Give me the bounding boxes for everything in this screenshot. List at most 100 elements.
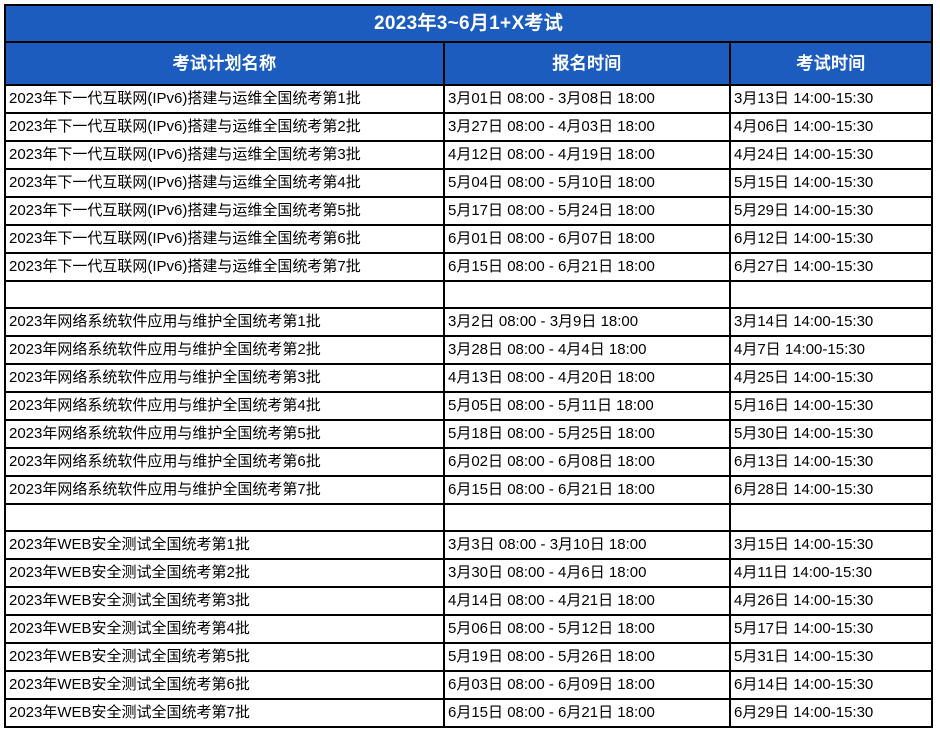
cell-exam_time: 4月7日 14:00-15:30	[728, 335, 934, 365]
table-row[interactable]: 2023年下一代互联网(IPv6)搭建与运维全国统考第2批 3月27日 08:00…	[4, 112, 934, 142]
cell-plan_name: 2023年下一代互联网(IPv6)搭建与运维全国统考第1批	[4, 84, 445, 114]
cell-signup_time: 5月06日 08:00 - 5月12日 18:00	[443, 614, 731, 644]
exam-schedule-sheet: 2023年3~6月1+X考试 考试计划名称 报名时间 考试时间 2023年下一代…	[3, 4, 934, 728]
column-header-plan-name[interactable]: 考试计划名称	[4, 41, 445, 86]
cell-exam_time: 6月13日 14:00-15:30	[728, 447, 934, 477]
group-separator-cell-plan_name	[4, 503, 445, 532]
cell-signup_time: 5月05日 08:00 - 5月11日 18:00	[443, 391, 731, 421]
cell-signup_time: 3月2日 08:00 - 3月9日 18:00	[443, 307, 731, 337]
cell-exam_time: 5月15日 14:00-15:30	[728, 168, 934, 198]
cell-signup_time: 3月3日 08:00 - 3月10日 18:00	[443, 530, 731, 560]
group-separator-cell-plan_name	[4, 280, 445, 309]
cell-plan_name: 2023年WEB安全测试全国统考第5批	[4, 642, 445, 672]
group-separator-cell-exam_time	[728, 280, 934, 309]
cell-exam_time: 5月29日 14:00-15:30	[728, 196, 934, 226]
cell-plan_name: 2023年下一代互联网(IPv6)搭建与运维全国统考第6批	[4, 224, 445, 254]
cell-exam_time: 4月11日 14:00-15:30	[728, 558, 934, 588]
cell-signup_time: 4月13日 08:00 - 4月20日 18:00	[443, 363, 731, 393]
cell-plan_name: 2023年WEB安全测试全国统考第6批	[4, 670, 445, 700]
table-row[interactable]: 2023年网络系统软件应用与维护全国统考第7批 6月15日 08:00 - 6月2…	[4, 475, 934, 505]
cell-plan_name: 2023年网络系统软件应用与维护全国统考第3批	[4, 363, 445, 393]
table-row[interactable]: 2023年网络系统软件应用与维护全国统考第5批 5月18日 08:00 - 5月2…	[4, 419, 934, 449]
cell-plan_name: 2023年网络系统软件应用与维护全国统考第4批	[4, 391, 445, 421]
table-row[interactable]: 2023年下一代互联网(IPv6)搭建与运维全国统考第3批 4月12日 08:00…	[4, 140, 934, 170]
cell-exam_time: 6月12日 14:00-15:30	[728, 224, 934, 254]
cell-exam_time: 3月15日 14:00-15:30	[728, 530, 934, 560]
table-row[interactable]: 2023年网络系统软件应用与维护全国统考第3批 4月13日 08:00 - 4月2…	[4, 363, 934, 393]
table-row[interactable]: 2023年下一代互联网(IPv6)搭建与运维全国统考第4批 5月04日 08:00…	[4, 168, 934, 198]
table-row[interactable]: 2023年网络系统软件应用与维护全国统考第6批 6月02日 08:00 - 6月0…	[4, 447, 934, 477]
cell-signup_time: 6月03日 08:00 - 6月09日 18:00	[443, 670, 731, 700]
cell-exam_time: 5月30日 14:00-15:30	[728, 419, 934, 449]
table-row[interactable]: 2023年WEB安全测试全国统考第6批 6月03日 08:00 - 6月09日 1…	[4, 670, 934, 700]
cell-exam_time: 4月24日 14:00-15:30	[728, 140, 934, 170]
cell-signup_time: 5月17日 08:00 - 5月24日 18:00	[443, 196, 731, 226]
cell-exam_time: 6月27日 14:00-15:30	[728, 252, 934, 282]
table-row[interactable]: 2023年WEB安全测试全国统考第7批 6月15日 08:00 - 6月21日 1…	[4, 698, 934, 728]
cell-exam_time: 4月06日 14:00-15:30	[728, 112, 934, 142]
table-row[interactable]: 2023年WEB安全测试全国统考第3批 4月14日 08:00 - 4月21日 1…	[4, 586, 934, 616]
table-row[interactable]: 2023年下一代互联网(IPv6)搭建与运维全国统考第1批 3月01日 08:00…	[4, 84, 934, 114]
table-row[interactable]: 2023年下一代互联网(IPv6)搭建与运维全国统考第6批 6月01日 08:00…	[4, 224, 934, 254]
cell-plan_name: 2023年下一代互联网(IPv6)搭建与运维全国统考第7批	[4, 252, 445, 282]
cell-exam_time: 3月14日 14:00-15:30	[728, 307, 934, 337]
cell-signup_time: 6月02日 08:00 - 6月08日 18:00	[443, 447, 731, 477]
group-separator-cell-signup_time	[443, 503, 731, 532]
cell-plan_name: 2023年WEB安全测试全国统考第7批	[4, 698, 445, 728]
group-separator-cell-exam_time	[728, 503, 934, 532]
cell-signup_time: 3月27日 08:00 - 4月03日 18:00	[443, 112, 731, 142]
cell-plan_name: 2023年下一代互联网(IPv6)搭建与运维全国统考第3批	[4, 140, 445, 170]
cell-exam_time: 4月26日 14:00-15:30	[728, 586, 934, 616]
cell-signup_time: 3月28日 08:00 - 4月4日 18:00	[443, 335, 731, 365]
cell-signup_time: 6月15日 08:00 - 6月21日 18:00	[443, 698, 731, 728]
group-separator-cell-signup_time	[443, 280, 731, 309]
table-row[interactable]: 2023年WEB安全测试全国统考第5批 5月19日 08:00 - 5月26日 1…	[4, 642, 934, 672]
cell-exam_time: 4月25日 14:00-15:30	[728, 363, 934, 393]
cell-plan_name: 2023年网络系统软件应用与维护全国统考第1批	[4, 307, 445, 337]
exam-schedule-table: 2023年3~6月1+X考试 考试计划名称 报名时间 考试时间 2023年下一代…	[3, 4, 934, 728]
cell-signup_time: 5月04日 08:00 - 5月10日 18:00	[443, 168, 731, 198]
table-title-row: 2023年3~6月1+X考试	[3, 4, 934, 43]
cell-plan_name: 2023年WEB安全测试全国统考第3批	[4, 586, 445, 616]
table-body: 2023年下一代互联网(IPv6)搭建与运维全国统考第1批 3月01日 08:00…	[4, 84, 934, 728]
table-row[interactable]: 2023年网络系统软件应用与维护全国统考第1批 3月2日 08:00 - 3月9日…	[4, 307, 934, 337]
cell-exam_time: 3月13日 14:00-15:30	[728, 84, 934, 114]
table-row[interactable]: 2023年网络系统软件应用与维护全国统考第4批 5月05日 08:00 - 5月1…	[4, 391, 934, 421]
cell-plan_name: 2023年网络系统软件应用与维护全国统考第6批	[4, 447, 445, 477]
cell-signup_time: 6月15日 08:00 - 6月21日 18:00	[443, 252, 731, 282]
cell-signup_time: 5月19日 08:00 - 5月26日 18:00	[443, 642, 731, 672]
cell-exam_time: 6月28日 14:00-15:30	[728, 475, 934, 505]
cell-plan_name: 2023年下一代互联网(IPv6)搭建与运维全国统考第4批	[4, 168, 445, 198]
table-row[interactable]: 2023年WEB安全测试全国统考第1批 3月3日 08:00 - 3月10日 18…	[4, 530, 934, 560]
column-header-signup-time[interactable]: 报名时间	[443, 41, 731, 86]
cell-plan_name: 2023年WEB安全测试全国统考第4批	[4, 614, 445, 644]
cell-exam_time: 5月31日 14:00-15:30	[728, 642, 934, 672]
cell-plan_name: 2023年网络系统软件应用与维护全国统考第2批	[4, 335, 445, 365]
table-row[interactable]: 2023年下一代互联网(IPv6)搭建与运维全国统考第5批 5月17日 08:00…	[4, 196, 934, 226]
cell-signup_time: 3月01日 08:00 - 3月08日 18:00	[443, 84, 731, 114]
cell-signup_time: 6月01日 08:00 - 6月07日 18:00	[443, 224, 731, 254]
table-row[interactable]: 2023年下一代互联网(IPv6)搭建与运维全国统考第7批 6月15日 08:00…	[4, 252, 934, 282]
cell-signup_time: 5月18日 08:00 - 5月25日 18:00	[443, 419, 731, 449]
cell-signup_time: 6月15日 08:00 - 6月21日 18:00	[443, 475, 731, 505]
cell-signup_time: 4月12日 08:00 - 4月19日 18:00	[443, 140, 731, 170]
table-row[interactable]: 2023年网络系统软件应用与维护全国统考第2批 3月28日 08:00 - 4月4…	[4, 335, 934, 365]
table-row[interactable]: 2023年WEB安全测试全国统考第4批 5月06日 08:00 - 5月12日 1…	[4, 614, 934, 644]
table-column-header-row: 考试计划名称 报名时间 考试时间	[4, 41, 934, 86]
cell-exam_time: 6月29日 14:00-15:30	[728, 698, 934, 728]
table-header: 2023年3~6月1+X考试 考试计划名称 报名时间 考试时间	[3, 4, 934, 86]
cell-plan_name: 2023年下一代互联网(IPv6)搭建与运维全国统考第5批	[4, 196, 445, 226]
page-title: 2023年3~6月1+X考试	[3, 4, 934, 43]
cell-plan_name: 2023年网络系统软件应用与维护全国统考第5批	[4, 419, 445, 449]
cell-exam_time: 5月16日 14:00-15:30	[728, 391, 934, 421]
group-separator-row	[4, 280, 934, 309]
table-row[interactable]: 2023年WEB安全测试全国统考第2批 3月30日 08:00 - 4月6日 18…	[4, 558, 934, 588]
cell-plan_name: 2023年WEB安全测试全国统考第1批	[4, 530, 445, 560]
cell-signup_time: 4月14日 08:00 - 4月21日 18:00	[443, 586, 731, 616]
cell-signup_time: 3月30日 08:00 - 4月6日 18:00	[443, 558, 731, 588]
cell-plan_name: 2023年网络系统软件应用与维护全国统考第7批	[4, 475, 445, 505]
group-separator-row	[4, 503, 934, 532]
cell-exam_time: 6月14日 14:00-15:30	[728, 670, 934, 700]
cell-plan_name: 2023年WEB安全测试全国统考第2批	[4, 558, 445, 588]
column-header-exam-time[interactable]: 考试时间	[728, 41, 934, 86]
